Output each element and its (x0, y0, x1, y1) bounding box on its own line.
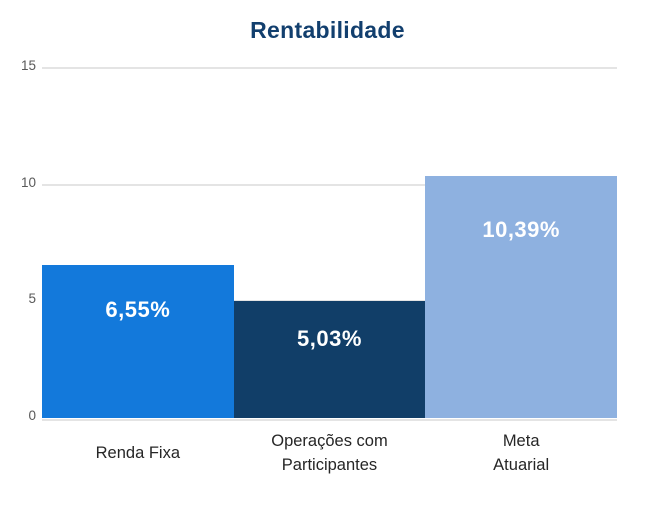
gridline (42, 183, 617, 186)
category-label-line: Meta (502, 432, 540, 450)
y-tick-label: 10 (20, 174, 36, 190)
y-tick-label: 0 (28, 408, 36, 423)
bar (425, 175, 617, 418)
category-label: Renda Fixa (42, 429, 234, 477)
bar-value-label: 5,03% (297, 325, 362, 351)
bar (42, 265, 234, 418)
category-label: Operações com Participantes (234, 429, 426, 477)
bar-value-label: 10,39% (482, 216, 560, 242)
chart-title: Rentabilidade (250, 17, 405, 43)
category-label-line: Renda Fixa (95, 444, 181, 462)
category-label-line: Operações com (271, 432, 388, 450)
bar-value-label: 6,55% (105, 297, 171, 323)
category-label-line: Participantes (281, 456, 378, 474)
category-label-line: Atuarial (493, 456, 550, 474)
gridline (42, 419, 617, 421)
y-tick-label: 15 (20, 58, 36, 73)
gridline (42, 67, 617, 69)
category-label: Meta Atuarial (425, 429, 617, 477)
bar (233, 300, 426, 418)
y-tick-label: 5 (28, 291, 36, 307)
